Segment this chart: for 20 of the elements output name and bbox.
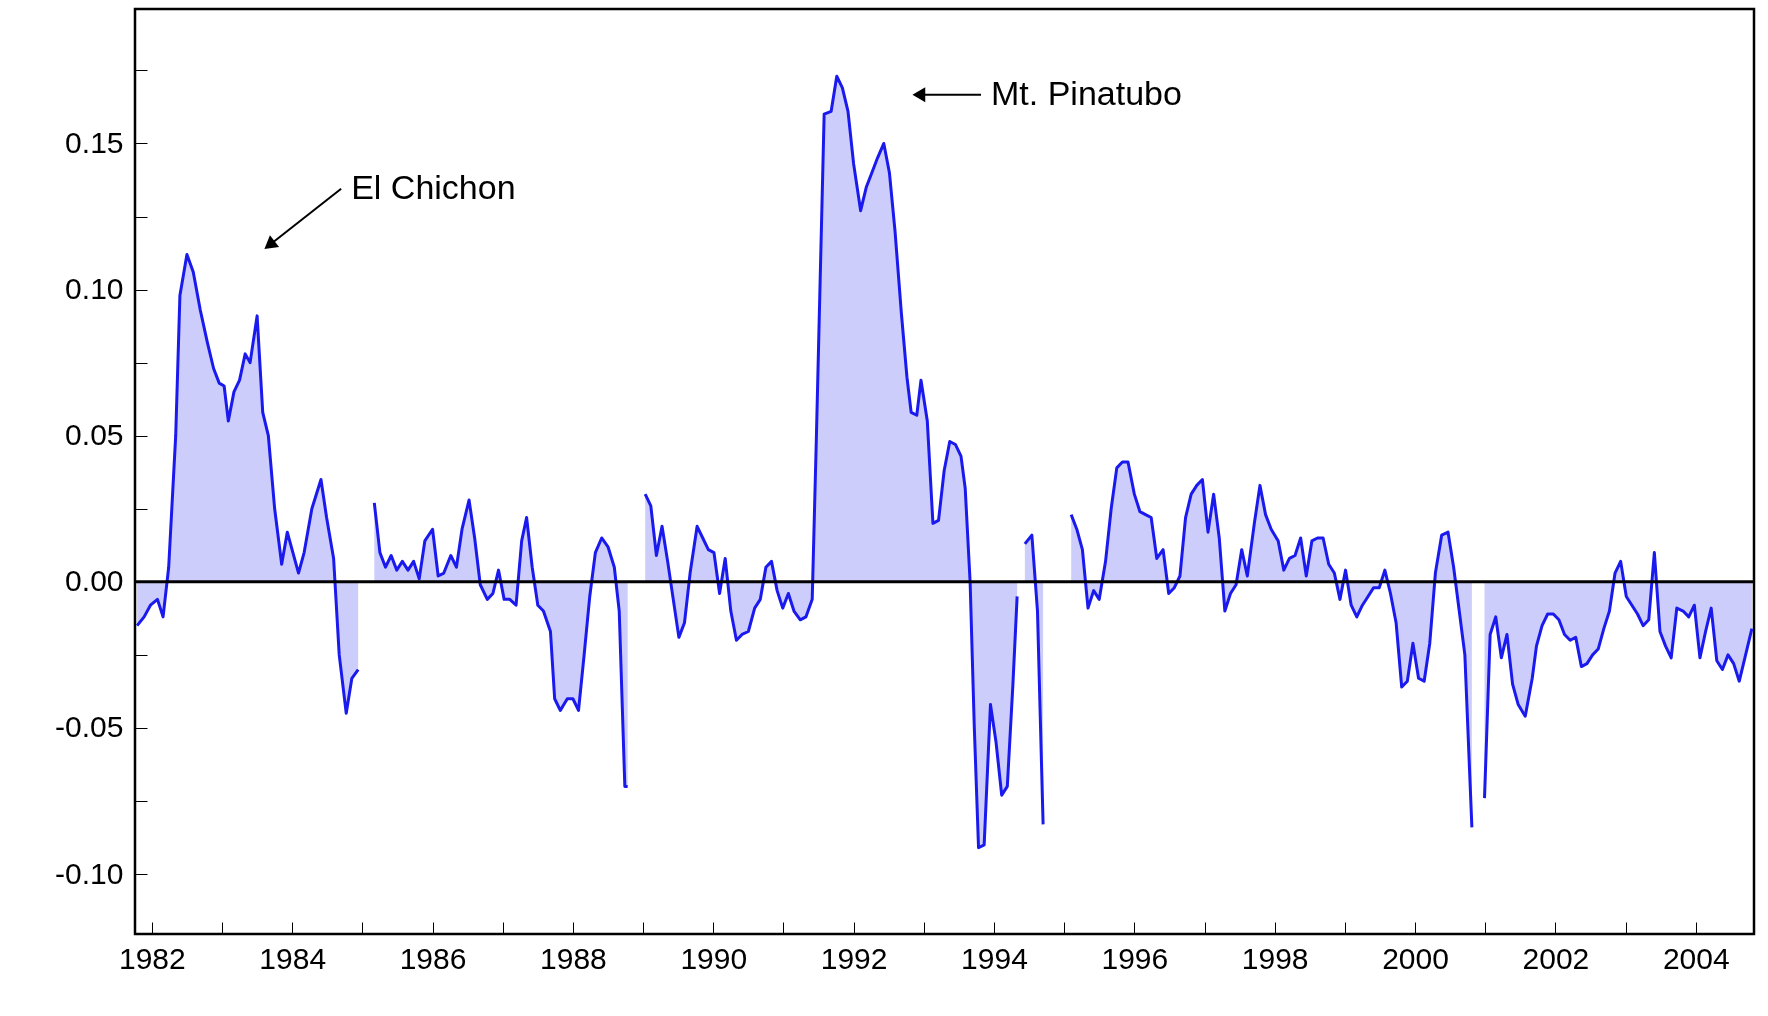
x-tick-label: 1998 xyxy=(1241,941,1309,975)
x-tick-label: 2004 xyxy=(1662,941,1730,975)
y-tick-label: -0.05 xyxy=(55,710,124,744)
x-tick-label: 1994 xyxy=(961,941,1028,975)
x-tick-label: 1986 xyxy=(399,941,467,975)
x-tick-label: 1988 xyxy=(540,941,607,975)
x-tick-label: 1992 xyxy=(820,941,888,975)
x-tick-label: 1984 xyxy=(259,941,327,975)
annotation: El Chichon xyxy=(351,167,516,206)
y-tick-label: 0.15 xyxy=(65,125,124,159)
x-tick-label: 1990 xyxy=(680,941,748,975)
x-tick-label: 1996 xyxy=(1101,941,1169,975)
y-tick-label: 0.00 xyxy=(65,564,124,598)
x-tick-label: 1982 xyxy=(118,941,186,975)
y-tick-label: -0.10 xyxy=(55,856,124,890)
y-tick-label: 0.05 xyxy=(65,418,124,452)
x-tick-label: 2002 xyxy=(1522,941,1590,975)
y-tick-label: 0.10 xyxy=(65,272,124,306)
annotation: Mt. Pinatubo xyxy=(990,73,1182,112)
x-tick-label: 2000 xyxy=(1382,941,1449,975)
